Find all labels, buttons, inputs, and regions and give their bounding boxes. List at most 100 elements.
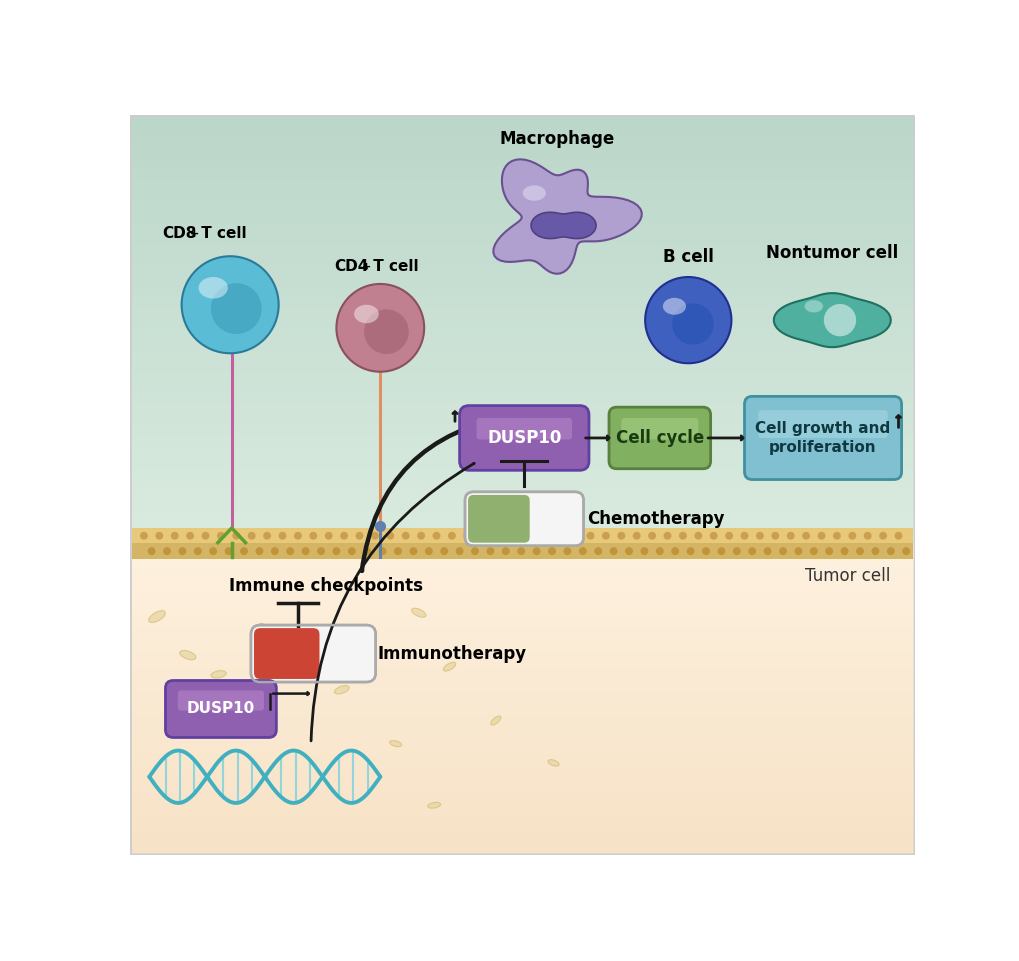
Circle shape [741, 532, 747, 539]
Circle shape [540, 532, 547, 539]
Circle shape [817, 532, 824, 539]
Bar [129, 179, 915, 190]
Circle shape [479, 532, 485, 539]
Text: DUSP10: DUSP10 [186, 702, 255, 717]
Circle shape [564, 548, 570, 554]
Circle shape [440, 548, 447, 554]
Text: Nontumor cell: Nontumor cell [765, 244, 898, 261]
Bar [129, 479, 915, 490]
Circle shape [487, 548, 493, 554]
Bar [129, 683, 915, 692]
Bar [129, 574, 915, 582]
Bar [129, 125, 915, 136]
Circle shape [833, 532, 840, 539]
Bar [129, 706, 915, 715]
Bar [129, 210, 915, 222]
Ellipse shape [179, 651, 196, 659]
Circle shape [211, 283, 262, 334]
Bar [129, 457, 915, 469]
Text: CD8: CD8 [162, 226, 197, 241]
Bar [129, 628, 915, 637]
Bar [129, 200, 915, 211]
Circle shape [779, 548, 786, 554]
Circle shape [240, 548, 247, 554]
Bar [129, 589, 915, 598]
Bar [129, 816, 915, 825]
Circle shape [733, 548, 740, 554]
Circle shape [825, 548, 832, 554]
Circle shape [425, 548, 432, 554]
Circle shape [618, 532, 624, 539]
Bar [129, 350, 915, 361]
Circle shape [895, 532, 901, 539]
Ellipse shape [662, 298, 686, 315]
Circle shape [403, 532, 409, 539]
Circle shape [702, 548, 708, 554]
Text: Cell cycle: Cell cycle [615, 429, 703, 447]
Circle shape [756, 532, 762, 539]
Circle shape [633, 532, 639, 539]
FancyArrowPatch shape [311, 463, 474, 741]
Polygon shape [531, 212, 595, 238]
Bar [129, 404, 915, 415]
Circle shape [802, 532, 808, 539]
FancyBboxPatch shape [254, 628, 319, 679]
Circle shape [572, 532, 578, 539]
Circle shape [464, 532, 470, 539]
Circle shape [325, 532, 331, 539]
Circle shape [679, 532, 686, 539]
Bar [129, 446, 915, 457]
Bar [129, 551, 915, 559]
Bar [129, 243, 915, 255]
Circle shape [525, 532, 532, 539]
Circle shape [663, 532, 671, 539]
Ellipse shape [443, 662, 455, 671]
Circle shape [672, 548, 678, 554]
Circle shape [418, 532, 424, 539]
Circle shape [717, 548, 723, 554]
Text: T cell: T cell [196, 226, 247, 241]
Bar [129, 532, 915, 543]
Ellipse shape [412, 608, 426, 617]
Circle shape [902, 548, 909, 554]
Circle shape [348, 548, 355, 554]
Text: Tumor cell: Tumor cell [805, 567, 890, 584]
Circle shape [795, 548, 801, 554]
Bar [129, 847, 915, 855]
Bar [129, 699, 915, 707]
Bar [129, 168, 915, 180]
FancyBboxPatch shape [251, 625, 375, 682]
Circle shape [587, 532, 593, 539]
Circle shape [195, 548, 201, 554]
FancyBboxPatch shape [744, 396, 901, 480]
Ellipse shape [354, 305, 378, 323]
Circle shape [763, 548, 770, 554]
Circle shape [494, 532, 501, 539]
Circle shape [156, 532, 162, 539]
Circle shape [271, 548, 278, 554]
Circle shape [879, 532, 886, 539]
Circle shape [771, 532, 777, 539]
Bar [129, 784, 915, 793]
Circle shape [602, 532, 608, 539]
Circle shape [871, 548, 877, 554]
Bar [129, 667, 915, 676]
Circle shape [748, 548, 755, 554]
Bar [132, 543, 912, 559]
Circle shape [394, 548, 400, 554]
Bar [129, 738, 915, 746]
Circle shape [626, 548, 632, 554]
Bar [129, 233, 915, 244]
Circle shape [648, 532, 654, 539]
Circle shape [264, 532, 270, 539]
Text: B cell: B cell [662, 248, 713, 266]
Circle shape [656, 548, 662, 554]
Text: Immune checkpoints: Immune checkpoints [229, 577, 423, 595]
Bar [129, 222, 915, 234]
Ellipse shape [149, 610, 165, 623]
Bar [129, 414, 915, 426]
Circle shape [340, 532, 347, 539]
Circle shape [186, 532, 194, 539]
Ellipse shape [490, 716, 500, 725]
Circle shape [864, 532, 870, 539]
